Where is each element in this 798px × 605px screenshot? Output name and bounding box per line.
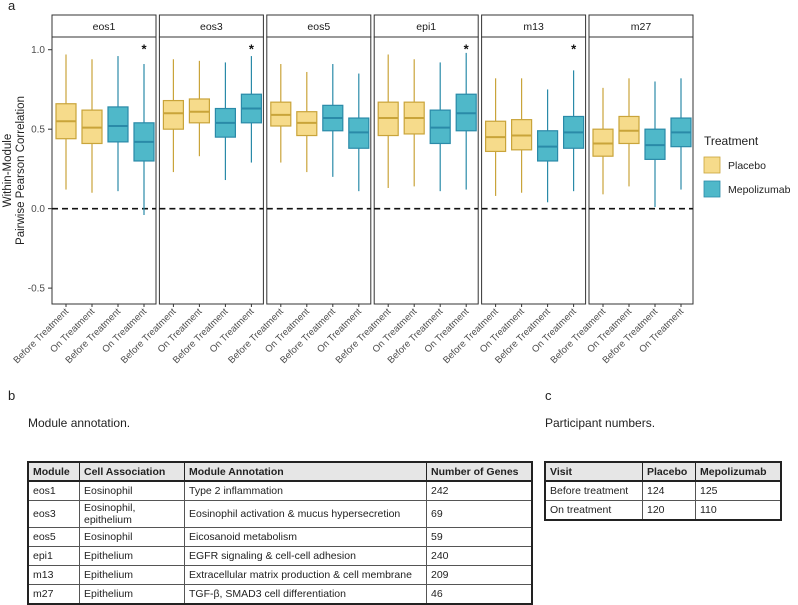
cell-genes: 240: [426, 546, 533, 566]
legend-label-mepolizumab: Mepolizumab: [728, 184, 791, 196]
cell-placebo: 124: [642, 480, 696, 501]
facet-strip-label: eos1: [93, 21, 116, 33]
cell-genes: 59: [426, 527, 533, 547]
participant-table-caption: Participant numbers.: [545, 416, 656, 430]
cell-association: Epithelium: [79, 565, 185, 585]
facet-strip-label: epi1: [416, 21, 436, 33]
header-visit: Visit: [544, 461, 643, 482]
table-row: epi1 Epithelium EGFR signaling & cell-ce…: [27, 546, 533, 566]
facet-strip-label: eos3: [200, 21, 223, 33]
box-placebo: [162, 99, 184, 130]
panel-frame: [588, 36, 694, 305]
cell-annotation: Extracellular matrix production & cell m…: [184, 565, 427, 585]
significance-star: *: [464, 42, 470, 57]
module-table-header-row: Module Cell Association Module Annotatio…: [27, 461, 533, 482]
significance-star: *: [141, 42, 147, 57]
table-row: eos5 Eosinophil Eicosanoid metabolism 59: [27, 527, 533, 547]
panel-frame: [158, 36, 264, 305]
significance-star: *: [571, 42, 577, 57]
cell-module: eos3: [27, 500, 80, 528]
cell-association: Eosinophil: [79, 527, 185, 547]
cell-annotation: Eicosanoid metabolism: [184, 527, 427, 547]
module-table-caption: Module annotation.: [28, 416, 131, 430]
cell-visit: Before treatment: [544, 480, 643, 501]
y-tick-label: -0.5: [28, 284, 46, 295]
y-axis-title-line1: Within-Module: [2, 134, 14, 208]
legend-key-mepolizumab: [703, 180, 721, 198]
panel-frame: [51, 36, 157, 305]
panel-frame: [481, 36, 587, 305]
y-tick-label: 1.0: [31, 45, 45, 56]
cell-annotation: TGF-β, SMAD3 cell differentiation: [184, 584, 427, 605]
cell-genes: 69: [426, 500, 533, 528]
panel-b-label: b: [8, 388, 16, 403]
header-module: Module: [27, 461, 80, 482]
table-row: m27 Epithelium TGF-β, SMAD3 cell differe…: [27, 584, 533, 605]
cell-genes: 242: [426, 480, 533, 501]
header-module-annotation: Module Annotation: [184, 461, 427, 482]
table-row: eos3 Eosinophil, epithelium Eosinophil a…: [27, 500, 533, 528]
cell-visit: On treatment: [544, 500, 643, 521]
cell-placebo: 120: [642, 500, 696, 521]
header-cell-association: Cell Association: [79, 461, 185, 482]
cell-genes: 46: [426, 584, 533, 605]
cell-mepolizumab: 110: [695, 500, 782, 521]
cell-module: m13: [27, 565, 80, 585]
facet-strip-label: m27: [631, 21, 652, 33]
cell-association: Epithelium: [79, 546, 185, 566]
cell-annotation: Eosinophil activation & mucus hypersecre…: [184, 500, 427, 528]
participant-numbers-table: Visit Placebo Mepolizumab Before treatme…: [544, 461, 782, 521]
panel-frame: [266, 36, 372, 305]
header-placebo: Placebo: [642, 461, 696, 482]
cell-annotation: EGFR signaling & cell-cell adhesion: [184, 546, 427, 566]
table-row: Before treatment 124 125: [544, 480, 782, 501]
participant-table-header-row: Visit Placebo Mepolizumab: [544, 461, 782, 482]
legend-key-placebo: [703, 156, 721, 174]
cell-module: eos5: [27, 527, 80, 547]
cell-association: Epithelium: [79, 584, 185, 605]
cell-association: Eosinophil: [79, 480, 185, 501]
significance-star: *: [249, 42, 255, 57]
facet-strip-label: eos5: [307, 21, 330, 33]
cell-module: m27: [27, 584, 80, 605]
legend-title: Treatment: [704, 134, 759, 148]
boxplot-figure: -0.5 0.0 0.5 1.0 Within-Module Pairwise Pears…: [2, 14, 791, 366]
cell-module: eos1: [27, 480, 80, 501]
cell-module: epi1: [27, 546, 80, 566]
box-mepolizumab: [107, 106, 129, 143]
cell-association: Eosinophil, epithelium: [79, 500, 185, 528]
panel-frame: [373, 36, 479, 305]
y-axis-title-line2: Pairwise Pearson Correlation: [15, 96, 27, 245]
table-row: m13 Epithelium Extracellular matrix prod…: [27, 565, 533, 585]
panel-a-label: a: [8, 0, 16, 13]
header-mepolizumab: Mepolizumab: [695, 461, 782, 482]
y-tick-label: 0.0: [31, 204, 45, 215]
cell-annotation: Type 2 inflammation: [184, 480, 427, 501]
cell-mepolizumab: 125: [695, 480, 782, 501]
cell-genes: 209: [426, 565, 533, 585]
legend-label-placebo: Placebo: [728, 160, 766, 172]
y-tick-label: 0.5: [31, 125, 45, 136]
table-row: eos1 Eosinophil Type 2 inflammation 242: [27, 480, 533, 501]
panel-c-label: c: [545, 388, 552, 403]
facet-strip-label: m13: [523, 21, 544, 33]
header-number-of-genes: Number of Genes: [426, 461, 533, 482]
module-annotation-table: Module Cell Association Module Annotatio…: [27, 461, 533, 605]
table-row: On treatment 120 110: [544, 500, 782, 521]
